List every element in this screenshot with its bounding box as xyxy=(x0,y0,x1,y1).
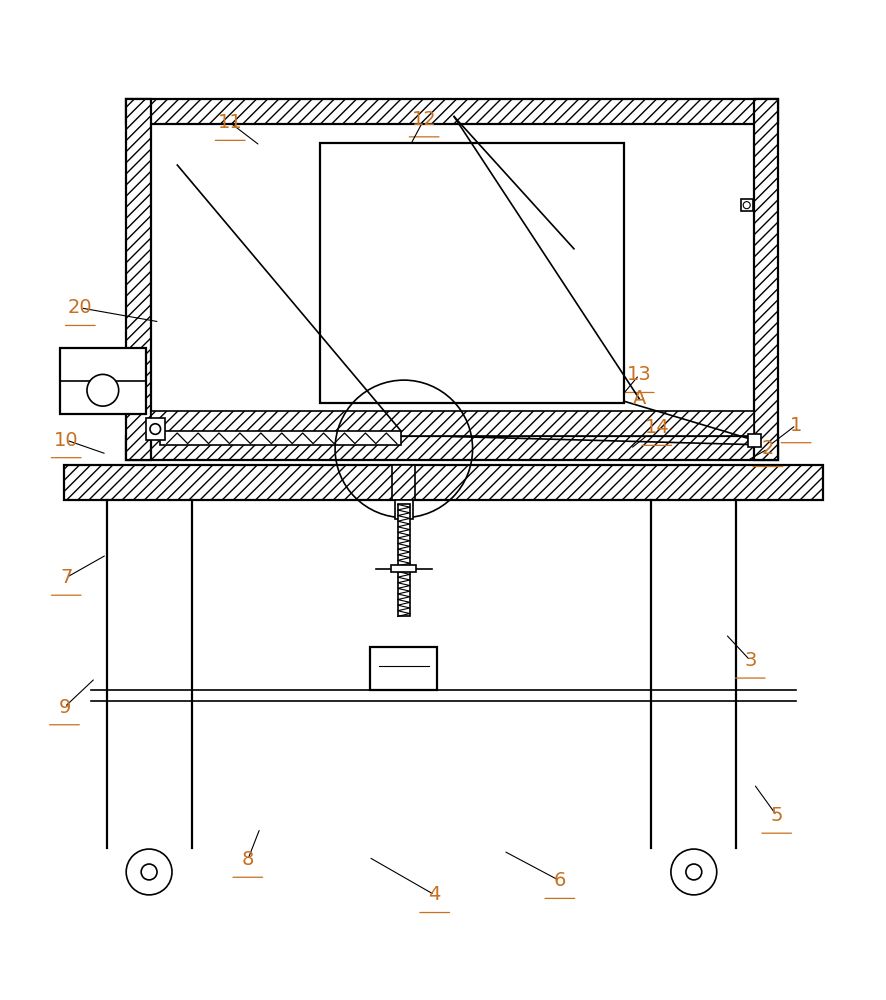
Text: 5: 5 xyxy=(770,806,782,825)
Bar xyxy=(126,99,151,460)
Circle shape xyxy=(685,864,701,880)
Bar xyxy=(60,348,145,414)
Text: 12: 12 xyxy=(411,110,436,129)
Bar xyxy=(159,431,400,445)
Text: A: A xyxy=(632,389,645,408)
Text: 4: 4 xyxy=(428,885,440,904)
Text: 3: 3 xyxy=(743,651,756,670)
Text: 20: 20 xyxy=(68,298,92,317)
Circle shape xyxy=(87,374,119,406)
Bar xyxy=(391,565,416,572)
Bar xyxy=(392,465,415,500)
Bar xyxy=(753,99,778,460)
Bar xyxy=(740,199,752,211)
Circle shape xyxy=(126,849,172,895)
Bar xyxy=(747,434,760,447)
Circle shape xyxy=(670,849,716,895)
Text: 10: 10 xyxy=(54,431,79,450)
Text: 1: 1 xyxy=(789,416,801,435)
Text: 11: 11 xyxy=(218,113,242,132)
Bar xyxy=(151,411,753,436)
Bar xyxy=(126,436,778,460)
Text: 13: 13 xyxy=(626,365,651,384)
Bar xyxy=(145,418,165,440)
Bar xyxy=(320,143,624,403)
Bar xyxy=(126,99,778,124)
Text: 2: 2 xyxy=(761,439,773,458)
Bar xyxy=(370,647,437,690)
Circle shape xyxy=(150,424,160,434)
Text: 14: 14 xyxy=(644,418,668,437)
Text: 6: 6 xyxy=(553,871,565,890)
Circle shape xyxy=(141,864,157,880)
Text: 9: 9 xyxy=(58,698,71,717)
Text: 8: 8 xyxy=(241,850,253,869)
Bar xyxy=(394,500,412,519)
Text: 7: 7 xyxy=(60,568,73,587)
Bar xyxy=(65,465,821,500)
Circle shape xyxy=(742,202,750,209)
Bar xyxy=(151,124,753,436)
Bar xyxy=(397,504,409,616)
